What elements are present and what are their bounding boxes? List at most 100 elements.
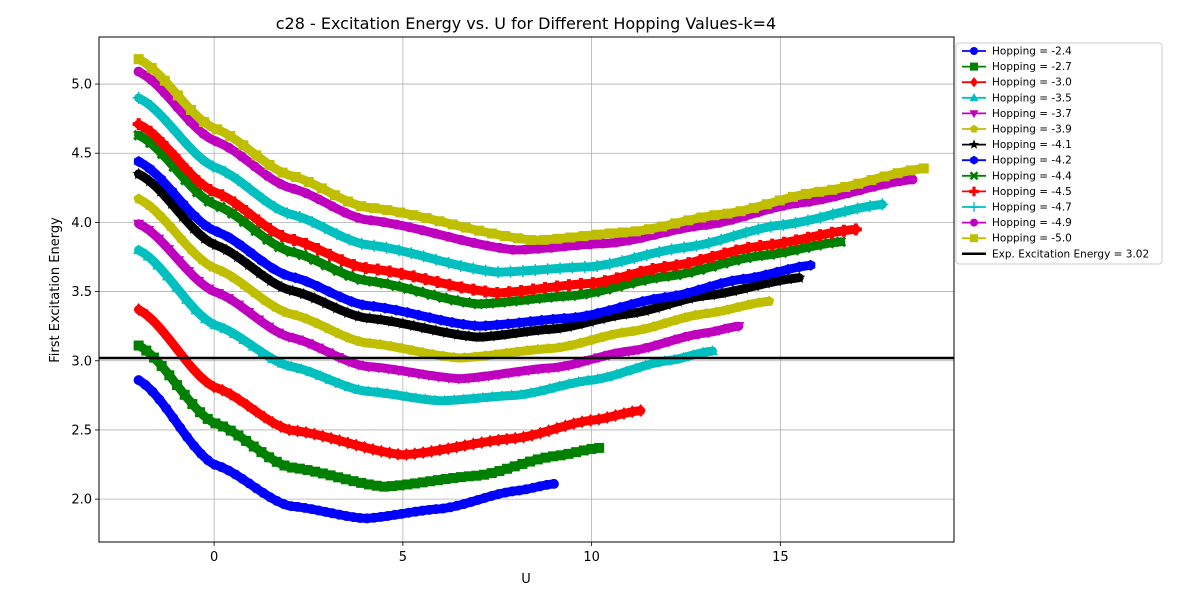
- legend-label: Hopping = -3.7: [992, 108, 1072, 120]
- series-point: [187, 399, 198, 410]
- series-point: [682, 256, 695, 269]
- series-point: [383, 364, 395, 375]
- series-point: [479, 469, 490, 480]
- series-point: [402, 479, 413, 490]
- series-point: [180, 293, 192, 304]
- series-point: [168, 412, 179, 423]
- series-point: [639, 359, 651, 370]
- series-point: [150, 316, 161, 330]
- series-point: [742, 299, 754, 310]
- series-point: [382, 205, 393, 216]
- series-point: [242, 258, 255, 271]
- series-point: [905, 165, 916, 176]
- series-point: [343, 332, 354, 343]
- series-point: [582, 374, 594, 385]
- series-point: [542, 292, 554, 304]
- series-point: [486, 468, 497, 479]
- series-point: [238, 140, 249, 151]
- series-point: [157, 111, 170, 124]
- series-point: [132, 91, 145, 104]
- series-point: [671, 290, 681, 302]
- series-point: [313, 280, 323, 292]
- series-point: [802, 231, 815, 244]
- series-point: [400, 390, 412, 401]
- series-point: [343, 196, 354, 207]
- series-point: [402, 283, 414, 295]
- series-point: [190, 304, 202, 315]
- series-point: [715, 286, 729, 299]
- series-point: [649, 356, 661, 367]
- series-point: [748, 202, 759, 213]
- y-tick-label: 4.0: [71, 216, 92, 231]
- series-point: [594, 442, 605, 453]
- series-point: [275, 280, 288, 293]
- series-point: [535, 426, 546, 440]
- series-point: [223, 294, 235, 305]
- series-group: [133, 340, 605, 492]
- series-point: [539, 322, 553, 335]
- series-point: [605, 309, 619, 322]
- series-point: [586, 443, 597, 454]
- legend-marker: [969, 186, 979, 197]
- series-point: [640, 248, 653, 261]
- series-point: [303, 176, 314, 187]
- series-point: [503, 286, 516, 299]
- series-point: [185, 244, 197, 255]
- series-point: [506, 327, 520, 339]
- series-point: [598, 275, 611, 288]
- series-point: [378, 277, 390, 289]
- series-point: [714, 217, 725, 228]
- series-point: [637, 296, 648, 308]
- series-point: [207, 160, 219, 173]
- series-point: [196, 254, 207, 265]
- series-point: [253, 266, 266, 279]
- series-point: [493, 433, 504, 447]
- series-point: [268, 263, 278, 275]
- series-point: [660, 298, 674, 310]
- series-point: [701, 220, 712, 231]
- series-point: [381, 387, 393, 398]
- series-point: [367, 275, 379, 287]
- series-point: [286, 360, 298, 371]
- series-point: [185, 104, 196, 115]
- series-point: [133, 340, 144, 351]
- series-point: [716, 277, 726, 289]
- series-point: [459, 439, 470, 453]
- series-point: [357, 299, 368, 311]
- series-point: [479, 285, 492, 298]
- series-point: [322, 322, 333, 333]
- series-point: [247, 340, 259, 351]
- series-point: [189, 210, 200, 222]
- series-point: [469, 320, 480, 332]
- series-point: [281, 207, 294, 220]
- series-point: [782, 272, 795, 285]
- series-point: [367, 442, 378, 456]
- series-point: [601, 371, 613, 382]
- series-point: [144, 125, 157, 138]
- series-point: [660, 291, 670, 303]
- series-point: [195, 448, 206, 459]
- series-point: [771, 274, 784, 287]
- legend-item: Hopping = -4.4: [962, 170, 1072, 182]
- series-point: [223, 231, 233, 243]
- series-point: [334, 434, 345, 448]
- series-point: [440, 326, 454, 338]
- series-point: [183, 267, 195, 278]
- series-point: [539, 282, 552, 295]
- series-point: [156, 173, 166, 185]
- series-point: [314, 369, 326, 380]
- legend-item: Hopping = -4.1: [962, 139, 1072, 151]
- series-point: [486, 390, 498, 401]
- series-point: [213, 289, 225, 300]
- series-point: [849, 223, 862, 236]
- legend-label: Hopping = -2.4: [992, 46, 1072, 58]
- series-point: [711, 306, 722, 317]
- series-point: [330, 301, 343, 314]
- series-point: [700, 308, 712, 319]
- series-point: [386, 481, 397, 492]
- series-point: [211, 136, 222, 147]
- series-point: [133, 156, 144, 168]
- legend-item: Exp. Excitation Energy = 3.02: [962, 248, 1149, 260]
- series-point: [627, 306, 641, 319]
